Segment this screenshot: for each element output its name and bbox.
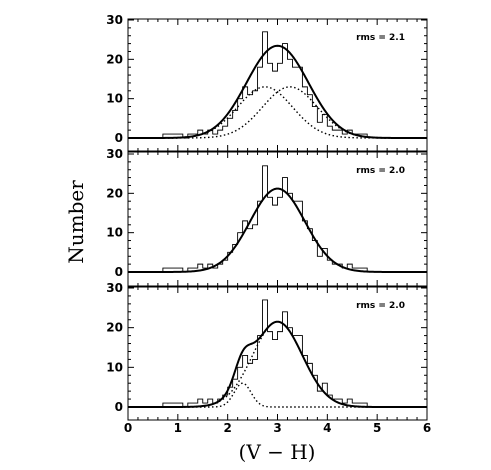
x-tick-label: 6 — [423, 421, 431, 435]
rms-label: rms = 2.1 — [356, 33, 405, 43]
rms-label: rms = 2.0 — [356, 166, 405, 176]
y-tick-label: 30 — [106, 13, 123, 27]
y-axis-title: Number — [64, 180, 88, 264]
panel-2: 0 10 20 30 rms = 2.0 — [106, 147, 428, 287]
x-axis-title: (V − H) — [239, 440, 316, 464]
y-tick-label: 0 — [115, 265, 123, 279]
sum-curve — [128, 44, 427, 139]
histogram — [162, 31, 368, 139]
x-tick-label: 1 — [174, 421, 182, 435]
y-tick-label: 20 — [106, 52, 123, 66]
histogram — [162, 299, 368, 408]
y-tick-label: 0 — [115, 131, 123, 145]
x-tick-label: 3 — [273, 421, 281, 435]
x-tick-label: 0 — [124, 421, 132, 435]
histogram — [162, 165, 368, 273]
component-curve-1 — [128, 86, 427, 139]
y-tick-label: 10 — [106, 92, 123, 106]
rms-label: rms = 2.0 — [356, 301, 405, 311]
component-curve-2 — [128, 86, 427, 139]
model-curve — [128, 187, 427, 273]
y-tick-label: 20 — [106, 321, 123, 335]
x-tick-labels: 0 1 2 3 4 5 6 — [124, 421, 431, 435]
panel-1: 0 10 20 30 rms = 2.1 — [106, 13, 428, 152]
y-tick-label: 30 — [106, 281, 123, 295]
y-tick-label: 30 — [106, 147, 123, 161]
y-tick-label: 10 — [106, 226, 123, 240]
y-tick-label: 20 — [106, 186, 123, 200]
x-tick-label: 4 — [323, 421, 331, 435]
x-tick-label: 5 — [373, 421, 381, 435]
y-tick-label: 0 — [115, 400, 123, 414]
x-tick-label: 2 — [223, 421, 231, 435]
y-tick-label: 10 — [106, 360, 123, 374]
sum-curve — [128, 320, 427, 408]
panel-3: 0 10 20 30 rms = 2.0 — [106, 281, 428, 421]
